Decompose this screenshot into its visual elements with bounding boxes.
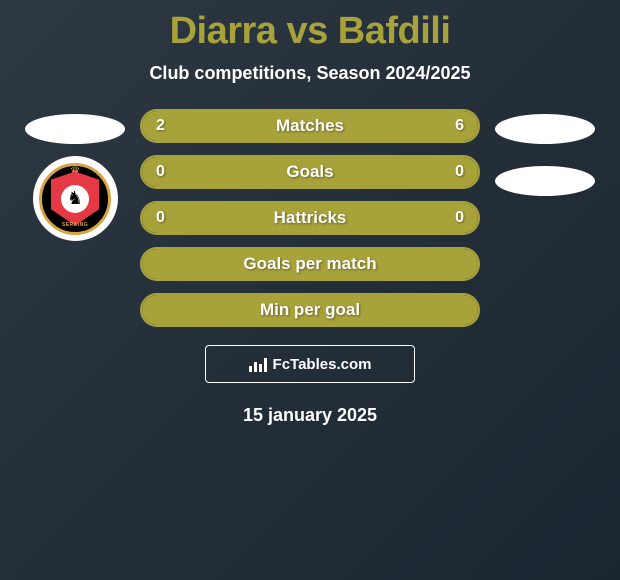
main-row: ♛ ♞ SERAING 2 Matches 6 (0, 109, 620, 327)
stat-goals-fill-right (310, 157, 478, 187)
stat-hattricks-val-right: 0 (455, 209, 464, 227)
player2-avatar-placeholder (495, 114, 595, 144)
player1-club-badge: ♛ ♞ SERAING (33, 156, 118, 241)
stat-gpm-label: Goals per match (243, 254, 376, 274)
stat-goals-val-left: 0 (156, 163, 165, 181)
stat-goals-val-right: 0 (455, 163, 464, 181)
player1-avatar-placeholder (25, 114, 125, 144)
branding-text: FcTables.com (273, 356, 372, 373)
stat-matches-fill-left (142, 111, 226, 141)
comparison-subtitle: Club competitions, Season 2024/2025 (149, 63, 470, 84)
stat-mpg: Min per goal (140, 293, 480, 327)
date-text: 15 january 2025 (243, 405, 377, 426)
stat-matches-val-right: 6 (455, 117, 464, 135)
branding-box[interactable]: FcTables.com (205, 345, 415, 383)
stat-hattricks-label: Hattricks (274, 208, 347, 228)
stat-goals-fill-left (142, 157, 310, 187)
stat-hattricks-val-left: 0 (156, 209, 165, 227)
comparison-card: Diarra vs Bafdili Club competitions, Sea… (0, 0, 620, 436)
stat-matches-val-left: 2 (156, 117, 165, 135)
stats-column: 2 Matches 6 0 Goals 0 0 Hattricks 0 (140, 109, 480, 327)
stat-gpm: Goals per match (140, 247, 480, 281)
stat-mpg-label: Min per goal (260, 300, 360, 320)
player2-club-placeholder (495, 166, 595, 196)
stat-goals-label: Goals (286, 162, 333, 182)
player2-column (495, 109, 595, 196)
comparison-title: Diarra vs Bafdili (170, 10, 451, 53)
stat-goals: 0 Goals 0 (140, 155, 480, 189)
lion-icon: ♞ (61, 185, 89, 213)
stat-hattricks: 0 Hattricks 0 (140, 201, 480, 235)
chart-icon (249, 356, 267, 372)
club-name-label: SERAING (62, 222, 88, 228)
player1-column: ♛ ♞ SERAING (25, 109, 125, 241)
stat-matches: 2 Matches 6 (140, 109, 480, 143)
stat-matches-label: Matches (276, 116, 344, 136)
stat-matches-fill-right (226, 111, 478, 141)
